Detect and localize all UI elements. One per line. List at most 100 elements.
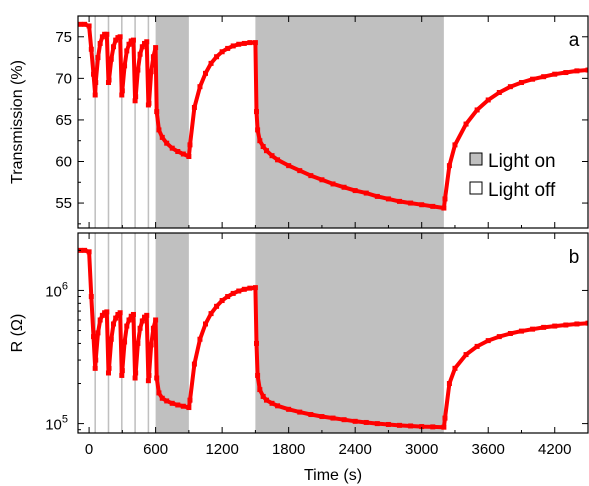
data-point-b bbox=[150, 325, 156, 331]
light-on-band-a-3 bbox=[134, 16, 136, 228]
light-on-band-a-2 bbox=[121, 16, 123, 228]
data-point-a bbox=[106, 77, 112, 83]
data-point-b bbox=[352, 418, 358, 424]
data-point-a bbox=[135, 67, 141, 73]
data-point-b bbox=[452, 365, 458, 371]
data-point-a bbox=[254, 109, 259, 115]
data-point-b bbox=[260, 393, 266, 399]
data-point-a bbox=[197, 84, 203, 90]
data-point-b bbox=[203, 321, 208, 327]
data-point-b bbox=[507, 330, 513, 336]
data-point-b bbox=[297, 409, 303, 415]
data-point-b bbox=[180, 403, 186, 409]
data-point-a bbox=[78, 21, 83, 27]
data-point-b bbox=[374, 421, 380, 427]
data-point-b bbox=[419, 424, 425, 430]
data-point-b bbox=[153, 317, 159, 323]
data-point-a bbox=[397, 198, 403, 204]
data-point-a bbox=[82, 21, 88, 27]
data-point-a bbox=[236, 41, 242, 47]
data-point-a bbox=[144, 39, 150, 45]
data-point-b bbox=[146, 372, 152, 378]
data-point-b bbox=[145, 378, 151, 384]
data-point-b bbox=[485, 338, 491, 344]
data-point-a bbox=[297, 168, 303, 174]
data-point-a bbox=[352, 188, 358, 194]
data-point-a bbox=[208, 60, 214, 66]
light-on-shading-b bbox=[94, 233, 444, 433]
legend-swatch-light-off bbox=[469, 181, 483, 195]
data-point-a bbox=[552, 71, 558, 77]
data-point-b bbox=[133, 370, 139, 376]
data-point-a bbox=[126, 41, 132, 47]
data-point-a bbox=[230, 43, 236, 49]
data-point-b bbox=[308, 412, 314, 418]
data-point-a bbox=[563, 70, 569, 76]
data-point-b bbox=[191, 361, 197, 367]
data-point-b bbox=[108, 336, 114, 342]
data-point-a bbox=[180, 151, 186, 157]
y-tick-label-a: 70 bbox=[55, 70, 72, 87]
data-point-b bbox=[92, 365, 98, 371]
data-point-a bbox=[269, 153, 275, 159]
data-point-b bbox=[187, 397, 193, 403]
data-point-a bbox=[408, 200, 414, 206]
data-point-a bbox=[122, 63, 128, 69]
data-point-b bbox=[530, 326, 536, 332]
data-point-a bbox=[225, 45, 231, 51]
transmission-series bbox=[78, 21, 588, 211]
data-point-b bbox=[442, 415, 448, 421]
x-tick-label: 0 bbox=[85, 441, 93, 458]
data-point-a bbox=[441, 205, 447, 211]
data-point-a bbox=[175, 149, 181, 155]
data-point-a bbox=[164, 140, 170, 146]
data-point-a bbox=[91, 71, 97, 77]
data-point-b bbox=[132, 375, 138, 381]
data-point-a bbox=[530, 76, 536, 82]
data-point-a bbox=[255, 127, 261, 133]
x-tick-label: 3000 bbox=[405, 441, 438, 458]
x-tick-label: 600 bbox=[143, 441, 168, 458]
data-point-b bbox=[585, 320, 588, 326]
data-point-a bbox=[186, 154, 192, 160]
data-point-b bbox=[236, 288, 242, 294]
resistance-series bbox=[78, 247, 588, 430]
data-point-a bbox=[154, 109, 160, 115]
data-point-b bbox=[88, 294, 94, 300]
panel-label-b: b bbox=[569, 247, 580, 268]
data-point-b bbox=[552, 323, 558, 329]
data-point-b bbox=[397, 422, 403, 428]
data-point-b bbox=[197, 336, 203, 342]
data-point-b bbox=[106, 365, 112, 371]
data-point-a bbox=[119, 88, 125, 94]
data-point-a bbox=[159, 134, 165, 140]
light-on-band-a-0 bbox=[94, 16, 96, 228]
data-point-b bbox=[159, 395, 165, 401]
data-point-a bbox=[117, 34, 123, 40]
data-point-b bbox=[139, 318, 145, 324]
data-point-a bbox=[153, 45, 159, 51]
data-point-a bbox=[430, 203, 436, 209]
light-on-band-b-6 bbox=[255, 233, 444, 433]
data-point-a bbox=[124, 48, 130, 54]
y-axis-title-a: Transmission (%) bbox=[9, 60, 26, 184]
data-point-b bbox=[219, 298, 225, 304]
data-point-a bbox=[263, 148, 269, 154]
y-tick-label-b: 105 bbox=[45, 414, 68, 434]
data-point-b bbox=[105, 370, 111, 376]
data-point-a bbox=[574, 68, 580, 74]
x-tick-label: 4200 bbox=[538, 441, 571, 458]
data-point-a bbox=[219, 49, 225, 55]
data-point-b bbox=[330, 415, 336, 421]
data-point-a bbox=[169, 145, 175, 151]
light-on-band-a-1 bbox=[107, 16, 110, 228]
data-point-a bbox=[463, 121, 469, 127]
data-point-a bbox=[148, 69, 154, 75]
data-point-a bbox=[187, 142, 193, 148]
data-point-b bbox=[408, 423, 414, 429]
data-point-b bbox=[164, 398, 170, 404]
data-point-b bbox=[241, 286, 247, 292]
data-point-b bbox=[518, 328, 524, 334]
data-point-b bbox=[93, 357, 99, 363]
data-point-b bbox=[119, 372, 125, 378]
